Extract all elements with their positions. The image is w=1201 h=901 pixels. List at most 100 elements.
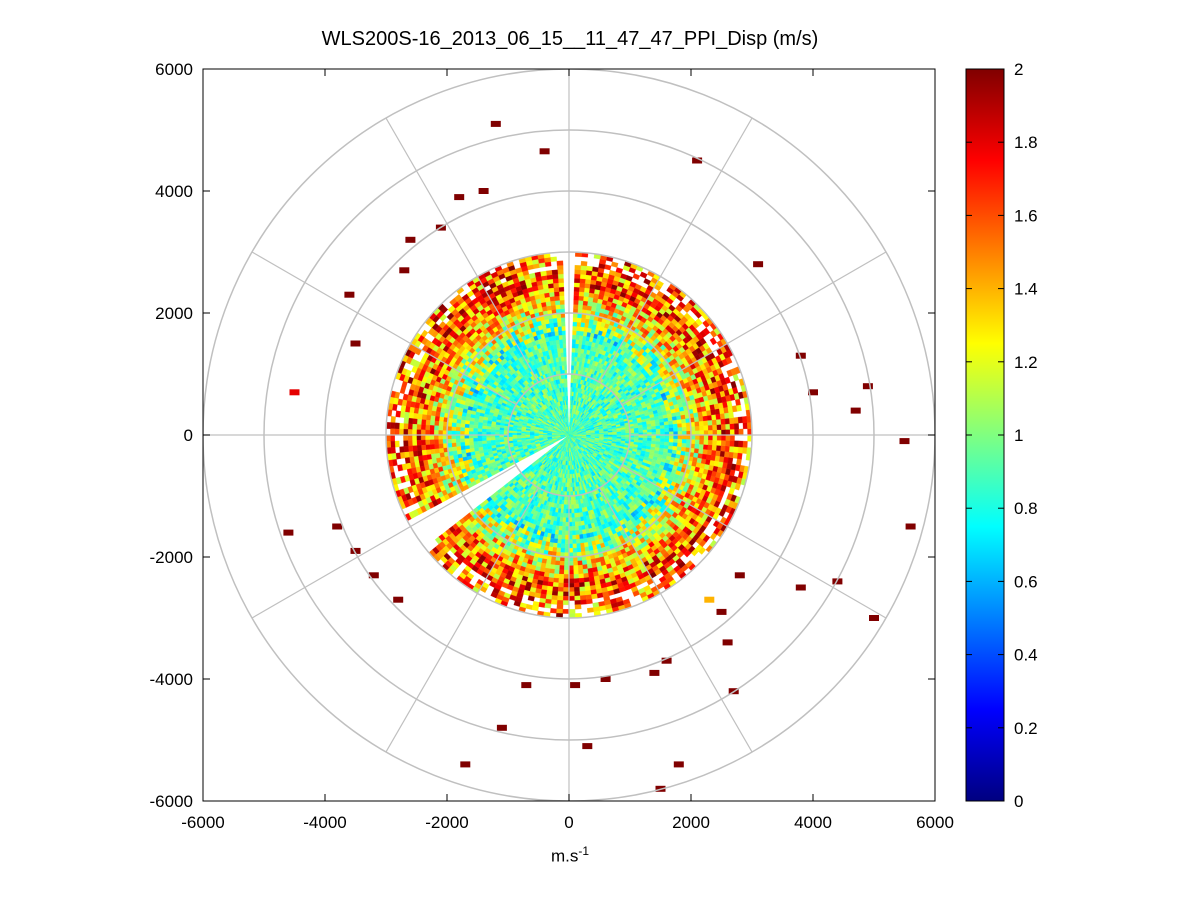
scan-cell [455,423,461,428]
scan-cell [562,526,566,531]
scan-cell [559,521,564,527]
scan-cell [608,434,613,437]
scan-cell [572,543,578,549]
scan-cell [676,419,682,424]
scan-cell [525,433,530,436]
scan-cell [681,422,687,428]
scan-cell [676,446,682,451]
scan-cell [565,482,568,488]
scan-cell [486,437,491,441]
scan-cell [560,512,564,518]
scan-cell [468,424,474,429]
scan-cell [460,419,466,425]
scan-cell [561,334,566,340]
scan-cell [569,400,572,405]
scan-cell [572,547,578,553]
scan-cell [561,504,565,510]
scan-cell [552,547,558,553]
scan-cell [603,434,609,437]
scan-cell [668,423,674,429]
scan-cell [577,434,583,436]
scan-cells [283,120,916,792]
scan-cell [558,530,563,536]
scan-cell [576,547,582,553]
scan-cell [559,517,564,523]
scan-cell [567,474,570,479]
scan-cell [499,427,505,431]
scan-cell [575,339,580,345]
scan-cell [477,437,483,442]
scan-cell [672,445,678,451]
scan-cell [576,326,581,332]
scan-cell [451,430,456,436]
scan-cell [562,347,567,353]
scan-cell [571,508,575,514]
scan-cell [659,444,665,449]
scan-cell [572,317,578,323]
scan-cell [638,439,644,443]
scan-cell [571,504,575,510]
scan-cell [557,326,562,332]
scan-cell [561,330,566,336]
scan-cell [580,317,586,323]
scan-cell [456,446,462,451]
scan-cell [473,441,479,446]
scan-cell [455,438,461,444]
scan-cell [473,424,479,429]
scan-cell [460,423,466,428]
scan-cell [599,434,605,437]
scan-cell [481,425,487,430]
scan-cell [572,530,577,536]
scan-cell [455,442,461,447]
scan-cell [562,517,567,523]
scan-cell [477,425,483,430]
scan-cell [556,547,562,553]
scan-cell [490,426,496,430]
scan-cell [557,538,562,544]
scan-cell [482,422,488,427]
scan-cell [574,347,579,353]
scan-cell [464,427,470,432]
scan-cell [594,434,600,437]
scan-cell [664,441,670,446]
scan-cell [668,441,674,447]
scan-cell [525,431,531,434]
scan-cell [564,487,568,492]
scan-cell [555,525,560,531]
scan-cell [520,433,526,436]
scan-cell [553,322,558,328]
scan-cell [567,460,570,466]
scan-cell [659,424,665,429]
scan-cell [570,391,573,397]
scan-cell [557,321,562,327]
scan-cell [677,438,683,444]
scan-cell [647,437,652,441]
scan-cell [572,534,577,540]
scan-cell [577,348,582,354]
scan-cell [570,378,574,383]
scan-cell [473,428,478,432]
scan-cell [569,417,571,423]
scan-cell [571,343,576,349]
scan-cell [574,517,579,523]
scan-cell [554,534,559,540]
scan-cell [581,434,587,436]
scan-cell [560,317,566,323]
scan-cell [557,543,562,549]
scan-cell [512,432,517,436]
scan-cell [566,487,570,492]
scan-cell [557,534,563,540]
scan-cell [560,321,566,327]
scan-cell [571,521,576,527]
scan-cell [576,317,582,323]
scan-cell [668,438,674,443]
scan-cell [578,339,583,345]
scan-cell [584,318,590,324]
scan-cell [567,469,570,475]
scan-cell [672,442,678,447]
scan-cell [579,326,585,332]
scan-cell [616,434,622,437]
scan-cell [634,437,639,441]
scan-cell [562,521,567,527]
